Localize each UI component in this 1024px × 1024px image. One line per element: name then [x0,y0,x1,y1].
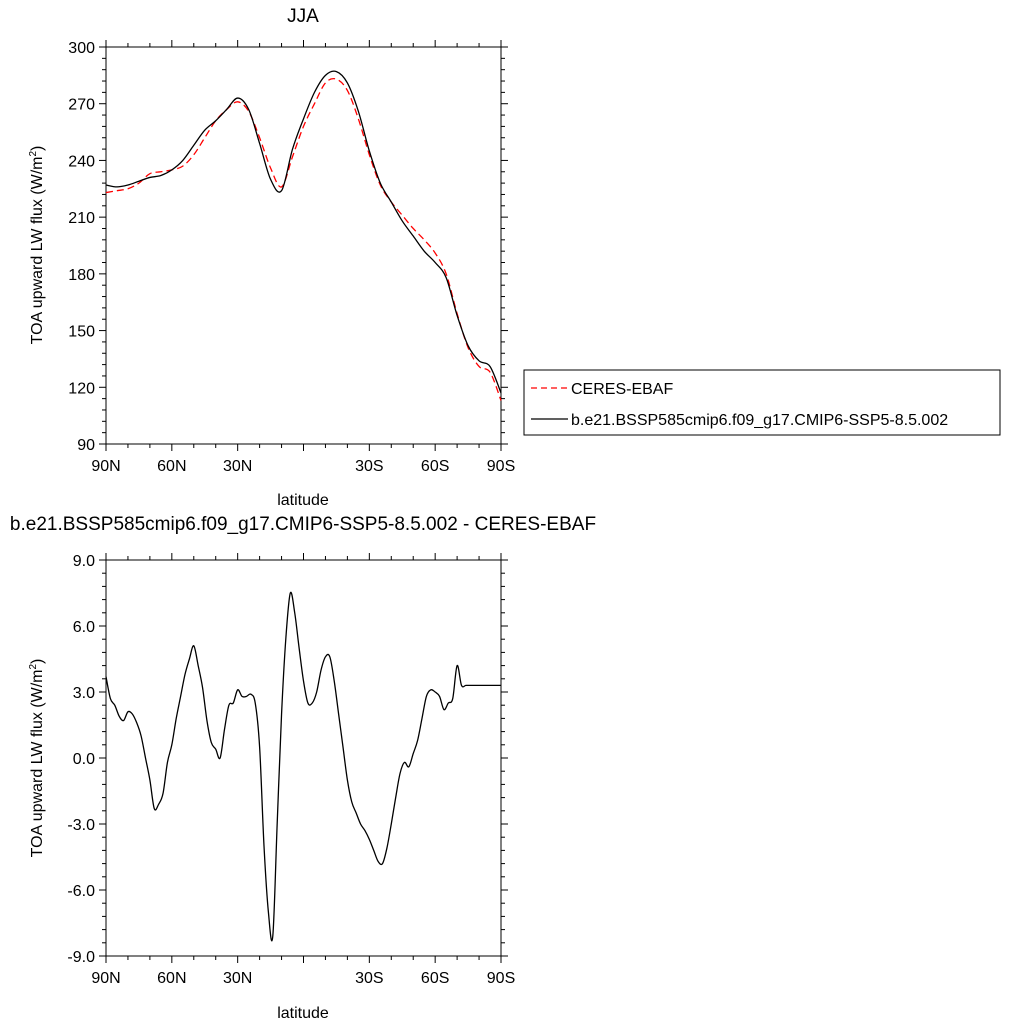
y-tick-labels: 90 120 150 180 210 240 270 300 [68,40,95,454]
legend-label-ceres: CERES-EBAF [571,381,673,398]
x-tick-label: 60N [157,458,186,475]
y-tick-label: -9.0 [67,949,95,966]
series-lines [105,591,501,942]
x-tick-label: 30S [355,458,383,475]
y-axis-label-superscript: 2 [28,151,39,157]
x-tick-label: 30S [355,970,383,987]
y-axis-label: TOA upward LW flux (W/m2) [28,659,46,858]
x-tick-label: 30N [223,458,252,475]
plot-frame [105,46,502,445]
x-tick-label: 60S [421,970,449,987]
y-tick-label: 240 [68,153,95,170]
tick-marks [99,553,508,963]
y-axis-label: TOA upward LW flux (W/m2) [28,146,46,345]
y-tick-label: 6.0 [73,619,95,636]
y-tick-label: 210 [68,210,95,227]
y-tick-label: 300 [68,40,95,57]
legend: CERES-EBAF b.e21.BSSP585cmip6.f09_g17.CM… [523,369,1001,436]
x-tick-label: 60N [157,970,186,987]
x-tick-label: 90N [91,970,120,987]
y-axis-label-superscript: 2 [28,664,39,670]
x-axis-label: latitude [277,1005,329,1022]
x-tick-label: 30N [223,970,252,987]
y-tick-label: -3.0 [67,817,95,834]
y-tick-label: 120 [68,380,95,397]
y-tick-label: 270 [68,97,95,114]
model-line [105,70,502,394]
y-axis-label-close: ) [29,146,46,151]
y-tick-label: 3.0 [73,685,95,702]
x-tick-labels: 90N 60N 30N 30S 60S 90S [91,458,515,475]
x-tick-label: 60S [421,458,449,475]
tick-marks [99,40,508,451]
panel-title: JJA [287,6,319,27]
y-axis-label-close: ) [29,659,46,664]
x-tick-label: 90S [487,970,515,987]
y-tick-label: 0.0 [73,751,95,768]
difference-panel: b.e21.BSSP585cmip6.f09_g17.CMIP6-SSP5-8.… [10,514,596,1022]
y-tick-label: 9.0 [73,553,95,570]
panel-title: b.e21.BSSP585cmip6.f09_g17.CMIP6-SSP5-8.… [10,514,596,535]
y-axis-label-text: TOA upward LW flux (W/m [29,670,46,858]
y-tick-label: 180 [68,267,95,284]
y-tick-label: -6.0 [67,883,95,900]
legend-box [523,369,1001,436]
y-tick-labels: -9.0 -6.0 -3.0 0.0 3.0 6.0 9.0 [67,553,95,966]
difference-line [105,591,501,942]
x-axis-label: latitude [277,492,329,509]
series-lines [105,70,502,401]
x-tick-labels: 90N 60N 30N 30S 60S 90S [91,970,515,987]
x-tick-label: 90N [91,458,120,475]
x-tick-label: 90S [487,458,515,475]
y-axis-label-text: TOA upward LW flux (W/m [29,157,46,345]
y-tick-label: 90 [77,437,95,454]
plot-frame [105,559,502,957]
legend-label-model: b.e21.BSSP585cmip6.f09_g17.CMIP6-SSP5-8.… [571,412,948,429]
ceres-ebaf-line [105,77,502,401]
mean-flux-panel: JJA 90 120 150 180 210 240 270 300 90N 60N 30N 30S… [28,6,515,509]
y-tick-label: 150 [68,324,95,341]
